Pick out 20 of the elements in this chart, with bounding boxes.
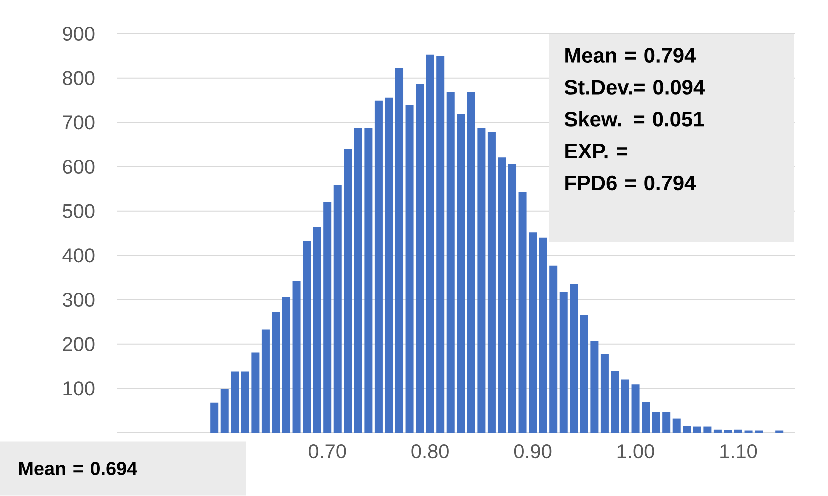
x-tick-label: 0.80 [412, 444, 449, 459]
annotation: FPD6 = 0.794 [566, 176, 696, 191]
y-tick-label: 300 [63, 292, 95, 308]
y-tick-label: 400 [62, 248, 95, 263]
annotation: St.Dev.= 0.094 [564, 80, 705, 95]
y-tick-label: 700 [63, 116, 95, 130]
x-tick-label: 1.10 [720, 444, 758, 459]
x-tick-label: 0.90 [514, 444, 552, 459]
y-tick-label: 500 [63, 204, 95, 218]
text: Mean = 0.694 [19, 462, 138, 476]
x-tick-label: 0.70 [308, 444, 346, 459]
x-tick-label: 1.00 [618, 444, 654, 459]
y-tick-label: 800 [63, 71, 95, 86]
y-tick-label: 600 [63, 160, 95, 174]
y-tick-label: 200 [63, 337, 95, 352]
y-tick-label: 100 [64, 382, 95, 396]
annotation: Mean = 0.794 [566, 48, 696, 63]
annotation: EXP. = [566, 144, 628, 159]
y-tick-label: 900 [63, 26, 95, 42]
annotation: Skew. = 0.051 [564, 111, 704, 127]
